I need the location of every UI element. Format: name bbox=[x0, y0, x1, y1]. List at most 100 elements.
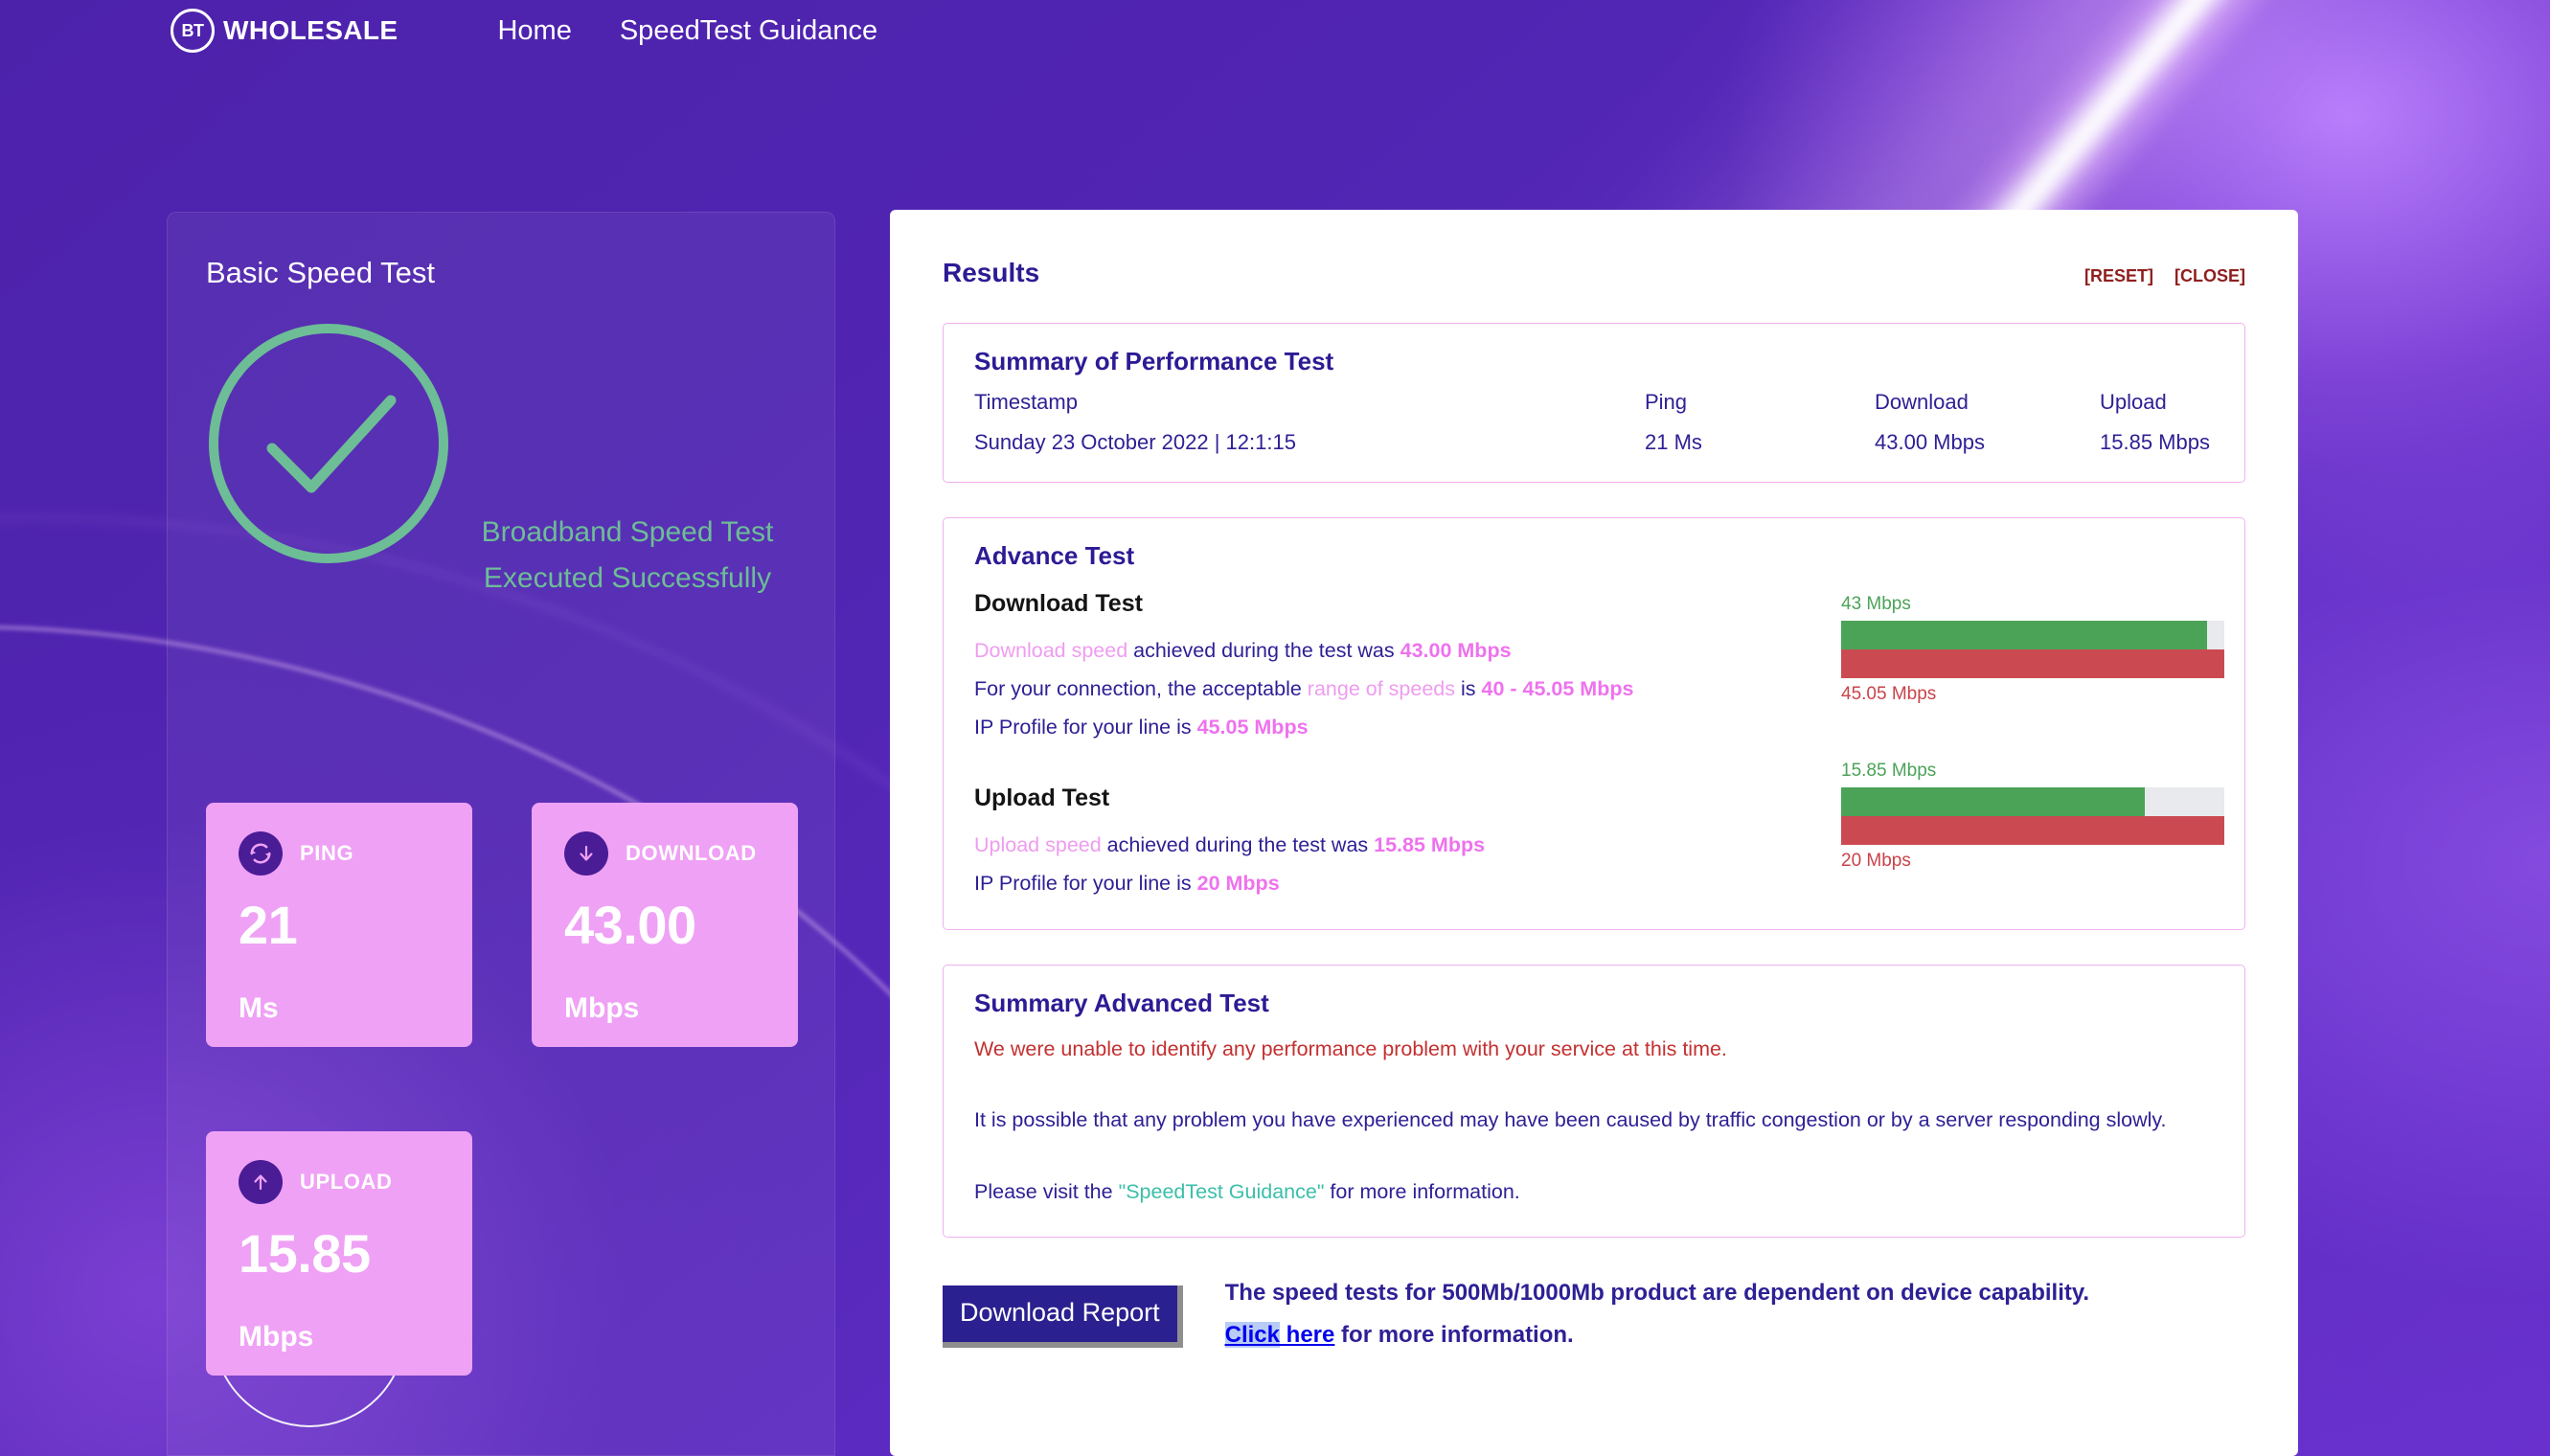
download-speed-label: Download speed bbox=[974, 639, 1128, 662]
cell-download: 43.00 Mbps bbox=[1875, 430, 1985, 454]
advance-test-title: Advance Test bbox=[974, 541, 1135, 570]
upload-achieved-track bbox=[1841, 787, 2224, 816]
click-here-selected-word: Click bbox=[1224, 1322, 1280, 1348]
upload-ipprofile-line: IP Profile for your line is 20 Mbps bbox=[974, 864, 1841, 902]
nav-links: Home SpeedTest Guidance bbox=[497, 15, 877, 47]
speedtest-guidance-link[interactable]: "SpeedTest Guidance" bbox=[1118, 1180, 1325, 1203]
reset-button[interactable]: [RESET] bbox=[2084, 266, 2153, 285]
upload-achieved-bar bbox=[1841, 787, 2145, 816]
summary-performance-panel: Summary of Performance Test Timestamp Pi… bbox=[943, 323, 2245, 483]
advance-test-panel: Advance Test Download Test Download spee… bbox=[943, 517, 2245, 930]
nav-link-home[interactable]: Home bbox=[497, 14, 572, 46]
download-test-subtitle: Download Test bbox=[974, 590, 1143, 617]
nav-link-speedtest-guidance[interactable]: SpeedTest Guidance bbox=[619, 14, 878, 46]
close-button[interactable]: [CLOSE] bbox=[2174, 266, 2245, 285]
summary-advanced-title: Summary Advanced Test bbox=[974, 989, 1269, 1017]
download-achieved-track bbox=[1841, 621, 2224, 649]
upload-test-subtitle: Upload Test bbox=[974, 785, 1110, 811]
download-range-prefix: For your connection, the acceptable bbox=[974, 677, 1308, 700]
tile-header: DOWNLOAD bbox=[564, 831, 798, 876]
cell-timestamp: Sunday 23 October 2022 | 12:1:15 bbox=[974, 430, 1296, 454]
download-range-line: For your connection, the acceptable rang… bbox=[974, 670, 1841, 708]
summary-advanced-para-3: Please visit the "SpeedTest Guidance" fo… bbox=[974, 1174, 2214, 1210]
click-here-link[interactable]: Click here bbox=[1224, 1322, 1335, 1348]
download-speed-value: 43.00 Mbps bbox=[1400, 639, 1512, 662]
upload-ipprofile-prefix: IP Profile for your line is bbox=[974, 872, 1197, 895]
upload-speed-label: Upload speed bbox=[974, 833, 1102, 856]
bt-wholesale-logo[interactable]: BT WHOLESALE bbox=[171, 9, 398, 53]
summary-advanced-para-2: It is possible that any problem you have… bbox=[974, 1108, 2167, 1131]
bt-roundel-icon: BT bbox=[171, 9, 215, 53]
tile-label-download: DOWNLOAD bbox=[626, 841, 757, 865]
download-range-label: range of speeds bbox=[1307, 677, 1455, 700]
advance-test-charts: 43 Mbps 45.05 Mbps 15.85 Mbps 20 Mbps bbox=[1841, 584, 2224, 902]
upload-speed-line: Upload speed achieved during the test wa… bbox=[974, 826, 1841, 864]
tile-value-ping: 21 bbox=[239, 895, 298, 955]
panel-title: Basic Speed Test bbox=[206, 256, 435, 289]
results-actions: [RESET] [CLOSE] bbox=[2084, 266, 2245, 286]
download-range-mid: is bbox=[1455, 677, 1482, 700]
column-header-download: Download bbox=[1875, 390, 1969, 414]
check-circle-icon bbox=[203, 318, 454, 569]
note-text-b: for more information. bbox=[1334, 1322, 1574, 1348]
download-speed-line: Download speed achieved during the test … bbox=[974, 631, 1841, 670]
results-header: Results [RESET] [CLOSE] bbox=[943, 258, 2245, 288]
upload-ipprofile-value: 20 Mbps bbox=[1196, 872, 1280, 895]
metric-tile-download: DOWNLOAD 43.00 Mbps bbox=[532, 803, 798, 1047]
note-text-a: The speed tests for 500Mb/1000Mb product… bbox=[1224, 1280, 2090, 1306]
download-range-value: 40 - 45.05 Mbps bbox=[1481, 677, 1634, 700]
download-report-button[interactable]: Download Report bbox=[943, 1285, 1183, 1348]
tile-label-upload: UPLOAD bbox=[300, 1170, 393, 1194]
cell-upload: 15.85 Mbps bbox=[2100, 430, 2210, 454]
upload-speed-value: 15.85 Mbps bbox=[1374, 833, 1486, 856]
arrow-down-icon bbox=[564, 831, 608, 876]
download-achieved-bar bbox=[1841, 621, 2207, 649]
tile-header: PING bbox=[239, 831, 472, 876]
cell-ping: 21 Ms bbox=[1645, 430, 1702, 454]
download-bar-chart: 43 Mbps 45.05 Mbps bbox=[1841, 594, 2224, 705]
upload-bar-chart: 15.85 Mbps 20 Mbps bbox=[1841, 761, 2224, 872]
column-header-upload: Upload bbox=[2100, 390, 2167, 414]
upload-speed-mid: achieved during the test was bbox=[1101, 833, 1375, 856]
tile-value-upload: 15.85 bbox=[239, 1223, 371, 1284]
bt-roundel-label: BT bbox=[181, 20, 205, 40]
upload-achieved-label: 15.85 Mbps bbox=[1841, 761, 1937, 781]
column-header-timestamp: Timestamp bbox=[974, 390, 1078, 414]
status-message: Broadband Speed Test Executed Successful… bbox=[481, 516, 774, 594]
tile-unit-ping: Ms bbox=[239, 992, 279, 1024]
advance-test-text: Download Test Download speed achieved du… bbox=[974, 584, 1841, 902]
basic-speed-test-panel: Basic Speed Test Broadband Speed Test Ex… bbox=[167, 212, 835, 1456]
summary-advanced-para-1: We were unable to identify any performan… bbox=[974, 1037, 1727, 1060]
para3-prefix: Please visit the bbox=[974, 1180, 1119, 1203]
summary-performance-table: Timestamp Ping Download Upload Sunday 23… bbox=[974, 390, 2214, 455]
tile-label-ping: PING bbox=[300, 841, 354, 865]
arrow-up-icon bbox=[239, 1160, 283, 1204]
summary-performance-title: Summary of Performance Test bbox=[974, 347, 1334, 375]
top-navigation: BT WHOLESALE Home SpeedTest Guidance bbox=[0, 0, 2550, 61]
download-profile-label: 45.05 Mbps bbox=[1841, 684, 1937, 704]
download-speed-mid: achieved during the test was bbox=[1127, 639, 1400, 662]
download-ipprofile-prefix: IP Profile for your line is bbox=[974, 716, 1197, 739]
brand-wordmark: WHOLESALE bbox=[223, 15, 398, 45]
tile-header: UPLOAD bbox=[239, 1160, 472, 1204]
tile-value-download: 43.00 bbox=[564, 895, 696, 955]
para3-suffix: for more information. bbox=[1324, 1180, 1520, 1203]
advance-test-body: Download Test Download speed achieved du… bbox=[974, 584, 2224, 902]
upload-profile-label: 20 Mbps bbox=[1841, 851, 1911, 871]
refresh-icon bbox=[239, 831, 283, 876]
download-ipprofile-value: 45.05 Mbps bbox=[1196, 716, 1309, 739]
metric-tile-ping: PING 21 Ms bbox=[206, 803, 472, 1047]
tile-unit-upload: Mbps bbox=[239, 1321, 314, 1353]
download-ipprofile-line: IP Profile for your line is 45.05 Mbps bbox=[974, 708, 1841, 746]
tile-unit-download: Mbps bbox=[564, 992, 640, 1024]
results-title: Results bbox=[943, 258, 1040, 287]
click-here-rest: here bbox=[1280, 1322, 1335, 1348]
results-card: Results [RESET] [CLOSE] Summary of Perfo… bbox=[890, 210, 2298, 1456]
device-capability-note: The speed tests for 500Mb/1000Mb product… bbox=[1224, 1272, 2106, 1356]
column-header-ping: Ping bbox=[1645, 390, 1688, 414]
download-profile-bar bbox=[1841, 649, 2224, 678]
metric-tile-upload: UPLOAD 15.85 Mbps bbox=[206, 1131, 472, 1376]
summary-advanced-panel: Summary Advanced Test We were unable to … bbox=[943, 965, 2245, 1238]
download-achieved-label: 43 Mbps bbox=[1841, 594, 1911, 614]
upload-profile-bar bbox=[1841, 816, 2224, 845]
